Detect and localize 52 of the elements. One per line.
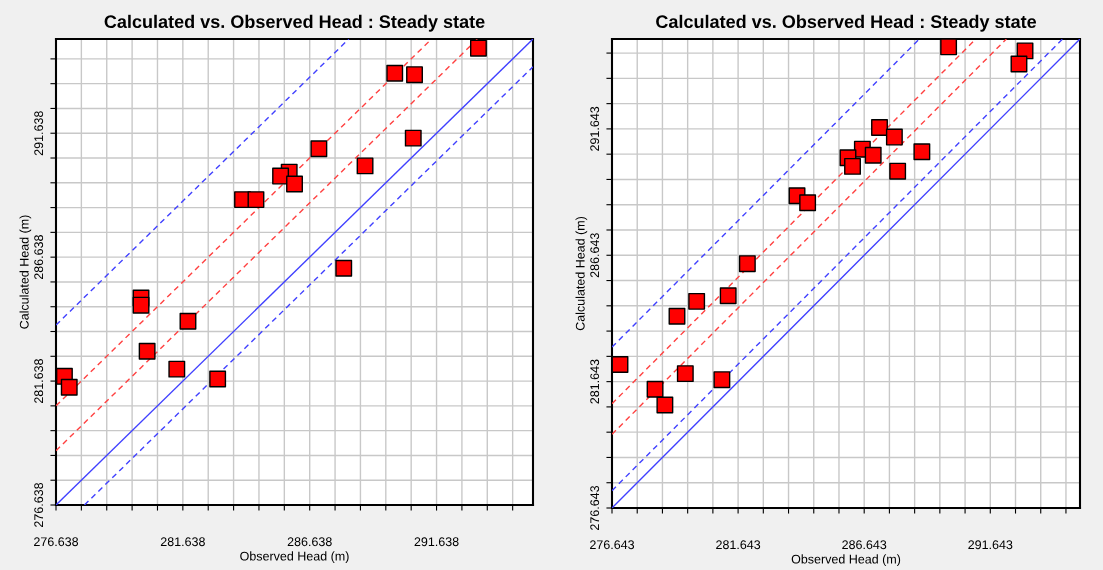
point (386, 64, 404, 82)
x-tick-label: 291.638 (414, 537, 459, 547)
x-tick-label: 281.638 (160, 537, 205, 547)
point (286, 175, 303, 193)
point (889, 162, 907, 180)
point (656, 396, 674, 414)
y-tick-label: 291.643 (590, 106, 600, 151)
point (864, 146, 882, 164)
chart-title: Calculated vs. Observed Head : Steady state (104, 14, 485, 32)
y-tick-label: 291.638 (34, 111, 44, 156)
point (688, 292, 706, 310)
point (179, 312, 197, 330)
point (738, 255, 756, 273)
point (713, 371, 731, 389)
point (132, 296, 150, 314)
point (668, 307, 686, 325)
chart-title: Calculated vs. Observed Head : Steady state (656, 14, 1037, 32)
point (799, 194, 817, 212)
point (60, 378, 78, 396)
y-axis-title: Calculated Head (m) (575, 216, 588, 331)
point (676, 365, 694, 383)
y-tick-label: 281.638 (34, 359, 44, 404)
point (404, 129, 422, 147)
point (1010, 55, 1028, 73)
point (469, 39, 487, 57)
x-axis-title: Observed Head (m) (791, 554, 901, 567)
point (844, 157, 861, 175)
x-tick-label: 291.643 (968, 540, 1013, 550)
point (356, 157, 374, 175)
point (940, 39, 958, 56)
point (913, 143, 931, 161)
point (612, 356, 629, 373)
y-tick-label: 286.643 (590, 233, 600, 278)
point (335, 259, 353, 277)
x-axis-title: Observed Head (m) (240, 551, 349, 564)
x-tick-label: 281.643 (716, 540, 761, 550)
y-tick-label: 286.638 (34, 235, 44, 280)
point (646, 380, 664, 398)
point (138, 342, 156, 360)
point (247, 191, 265, 209)
point (168, 360, 186, 378)
point (209, 370, 227, 388)
x-tick-label: 286.643 (842, 540, 887, 550)
point (885, 128, 903, 146)
y-tick-label: 281.643 (590, 359, 600, 404)
point (406, 66, 423, 84)
point (310, 140, 328, 158)
point (272, 167, 290, 185)
point (719, 287, 737, 305)
y-axis-title: Calculated Head (m) (19, 215, 32, 329)
point (871, 118, 888, 136)
x-tick-label: 286.638 (287, 537, 332, 547)
